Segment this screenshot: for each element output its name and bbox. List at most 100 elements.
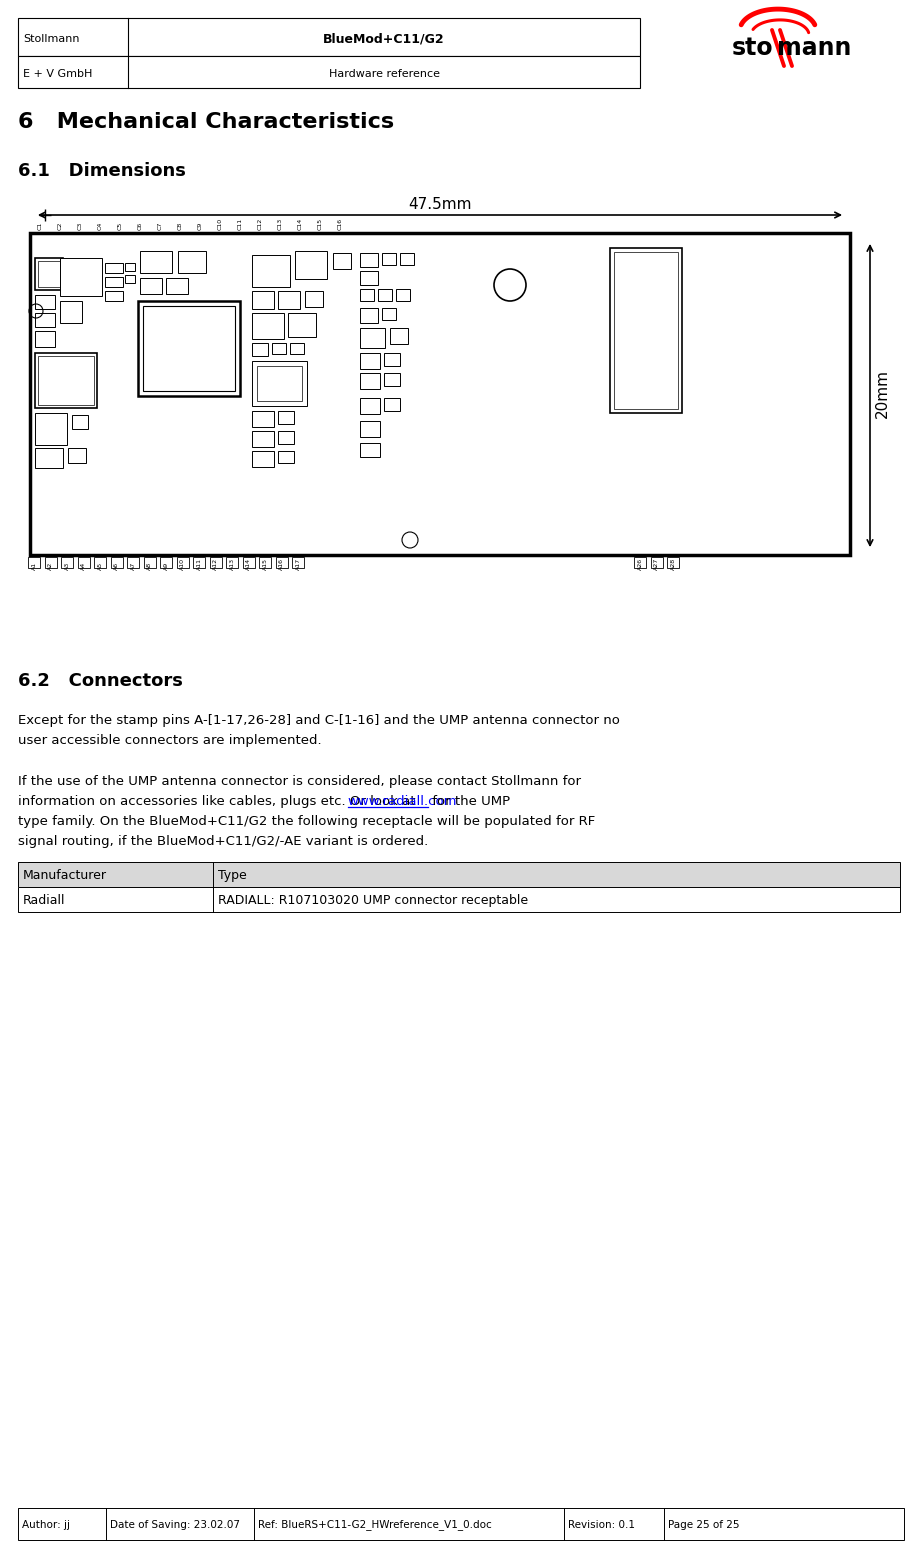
Text: C13: C13 [278,218,282,231]
Bar [278,450,294,463]
Text: Author: jj: Author: jj [22,1520,70,1529]
Text: A7: A7 [131,562,136,570]
Bar [209,557,221,568]
Bar [38,262,60,286]
Text: A5: A5 [98,562,102,570]
Text: C6: C6 [137,221,143,231]
Text: sto: sto [731,36,773,60]
Bar [252,450,274,467]
Text: user accessible connectors are implemented.: user accessible connectors are implement… [18,734,322,748]
Text: 6   Mechanical Characteristics: 6 Mechanical Characteristics [18,111,394,132]
Bar [400,252,414,265]
Text: C8: C8 [178,221,183,231]
Text: C5: C5 [117,221,123,231]
Bar [252,291,274,310]
Text: C10: C10 [218,218,222,231]
Bar [333,252,351,269]
Text: Hardware reference: Hardware reference [328,70,440,79]
Bar [278,412,294,424]
Bar [292,557,304,568]
Text: C14: C14 [298,218,302,231]
Bar [143,307,235,392]
Bar [252,344,268,356]
Bar [18,19,640,56]
Text: If the use of the UMP antenna connector is considered, please contact Stollmann : If the use of the UMP antenna connector … [18,776,581,788]
Bar [30,234,850,556]
Text: BlueMod+C11/G2: BlueMod+C11/G2 [324,33,444,45]
Bar [140,251,172,272]
Bar [144,557,156,568]
Text: A6: A6 [114,562,119,570]
Bar [176,557,188,568]
Bar [18,887,900,912]
Bar [360,308,378,324]
Bar [252,412,274,427]
Bar [274,241,286,251]
Bar [396,289,410,300]
Text: C15: C15 [317,218,323,231]
Text: A1: A1 [31,562,37,570]
Text: A4: A4 [81,562,86,570]
Bar [154,241,166,251]
Bar [259,557,271,568]
Text: C4: C4 [98,221,102,231]
Bar [278,291,300,310]
Text: A28: A28 [670,557,676,570]
Bar [105,277,123,286]
Text: 47.5mm: 47.5mm [408,197,472,212]
Bar [252,430,274,447]
Bar [125,276,135,283]
Text: A2: A2 [48,562,53,570]
Bar [360,271,378,285]
Bar [272,344,286,354]
Text: RADIALL: R107103020 UMP connector receptable: RADIALL: R107103020 UMP connector recept… [218,895,528,907]
Bar [72,415,88,429]
Bar [35,259,63,289]
Bar [378,289,392,300]
Bar [105,263,123,272]
Bar [74,241,86,251]
Bar [193,557,205,568]
Text: signal routing, if the BlueMod+C11/G2/-AE variant is ordered.: signal routing, if the BlueMod+C11/G2/-A… [18,834,428,848]
Bar [634,557,646,568]
Bar [18,1508,904,1540]
Bar [305,291,323,307]
Bar [140,279,162,294]
Bar [252,361,307,406]
Text: C11: C11 [238,218,242,231]
Text: for the UMP: for the UMP [428,796,510,808]
Bar [290,344,304,354]
Bar [60,259,102,296]
Text: Ref: BlueRS+C11-G2_HWreference_V1_0.doc: Ref: BlueRS+C11-G2_HWreference_V1_0.doc [258,1520,491,1531]
Bar [105,291,123,300]
Bar [384,373,400,385]
Text: C2: C2 [57,221,63,231]
Text: A12: A12 [213,557,218,570]
Bar [60,300,82,324]
Text: Date of Saving: 23.02.07: Date of Saving: 23.02.07 [110,1520,240,1529]
Text: C9: C9 [197,221,203,231]
Text: A15: A15 [263,557,267,570]
Bar [614,252,678,409]
Text: 20mm: 20mm [875,370,890,418]
Bar [35,331,55,347]
Text: A27: A27 [654,557,659,570]
Bar [18,887,900,912]
Text: Radiall: Radiall [23,895,65,907]
Text: Revision: 0.1: Revision: 0.1 [568,1520,635,1529]
Bar [360,353,380,368]
Bar [35,296,55,310]
Bar [651,557,663,568]
Bar [68,447,86,463]
Bar [77,557,89,568]
Text: A11: A11 [196,557,202,570]
Bar [166,279,188,294]
Bar [257,365,302,401]
Text: www.radiall.com: www.radiall.com [348,796,457,808]
Bar [127,557,139,568]
Bar [242,557,254,568]
Bar [276,557,288,568]
Text: C7: C7 [158,221,162,231]
Bar [384,398,400,412]
Bar [125,263,135,271]
